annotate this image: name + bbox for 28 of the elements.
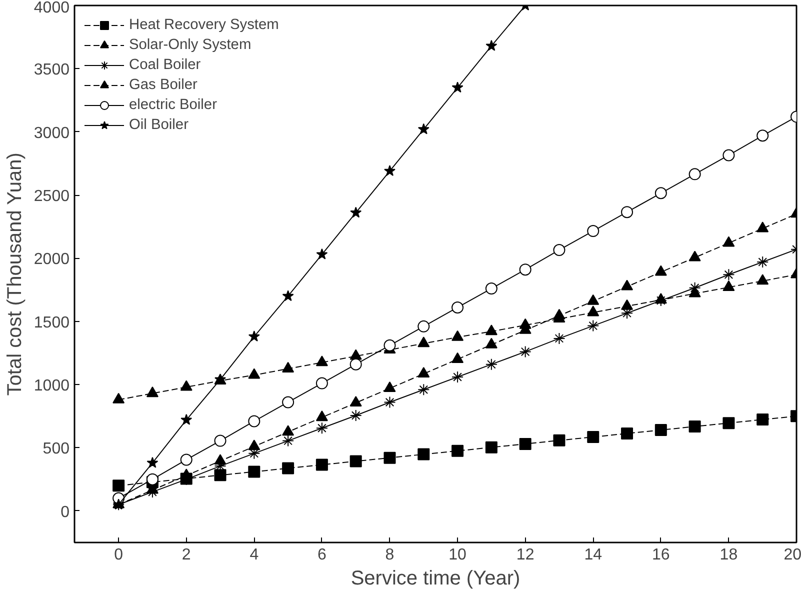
x-axis-title: Service time (Year) [350,568,520,590]
x-tick-label: 10 [448,546,467,564]
x-tick-label: 2 [182,546,191,564]
legend-label: Solar-Only System [129,37,252,53]
y-tick-label: 2000 [34,251,70,268]
x-tick-label: 20 [784,546,801,564]
legend-label: Heat Recovery System [129,17,279,33]
x-tick-label: 6 [317,546,326,564]
y-tick-label: 2500 [34,188,70,206]
x-tick-label: 8 [385,546,394,564]
y-tick-label: 0 [60,504,70,521]
y-axis-title: Total cost (Thousand Yuan) [4,152,26,396]
y-tick-label: 1500 [34,314,70,332]
y-tick-label: 3000 [34,124,70,142]
x-tick-label: 18 [720,546,738,564]
x-tick-label: 4 [250,546,259,564]
x-tick-label: 16 [652,546,670,564]
y-tick-label: 3500 [34,62,70,79]
legend-label: Gas Boiler [129,77,198,93]
y-tick-label: 500 [42,440,70,458]
x-tick-label: 0 [114,546,124,564]
legend-label: electric Boiler [129,97,217,113]
y-tick-label: 1000 [34,378,70,395]
x-tick-label: 14 [584,546,602,564]
legend-label: Oil Boiler [129,117,188,133]
legend-label: Coal Boiler [129,57,201,73]
y-tick-label: 4000 [34,0,70,16]
x-tick-label: 12 [516,546,534,564]
